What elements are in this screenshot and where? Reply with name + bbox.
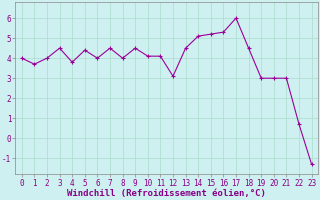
- X-axis label: Windchill (Refroidissement éolien,°C): Windchill (Refroidissement éolien,°C): [67, 189, 266, 198]
